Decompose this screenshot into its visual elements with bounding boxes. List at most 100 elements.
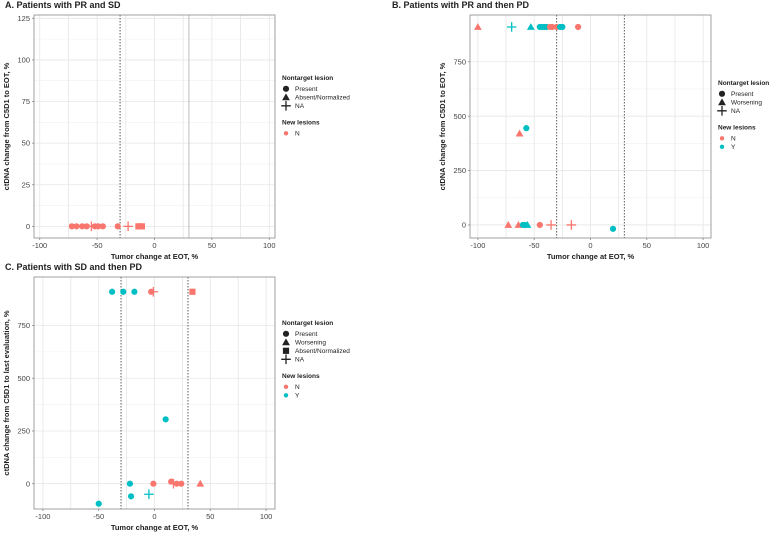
data-point xyxy=(79,223,86,230)
data-point xyxy=(504,221,513,228)
data-point xyxy=(131,288,138,295)
x-tick-label: 100 xyxy=(260,512,273,521)
legend-label: N xyxy=(731,136,736,143)
data-point xyxy=(73,223,80,230)
y-axis-label: ctDNA change from C5D1 to EOT, % xyxy=(2,62,11,190)
data-point xyxy=(123,221,133,232)
data-point xyxy=(523,221,532,228)
data-point xyxy=(150,480,157,487)
legend-label: Absent/Normalized xyxy=(295,95,350,102)
y-tick-label: 25 xyxy=(22,180,30,189)
legend: Nontarget lesion Present WorseningAbsent/N… xyxy=(281,320,350,400)
y-tick-label: 125 xyxy=(17,14,30,23)
y-axis-label: ctDNA change from C5D1 to last evaluatio… xyxy=(2,310,11,476)
data-point xyxy=(120,288,127,295)
x-axis-label: Tumor change at EOT, % xyxy=(111,252,199,261)
legend-title-nontarget: Nontarget lesion xyxy=(282,320,333,327)
data-point xyxy=(536,221,543,229)
data-point xyxy=(99,223,106,230)
legend-label: NA xyxy=(295,357,305,364)
x-tick-label: -50 xyxy=(529,241,540,250)
y-tick-label: 250 xyxy=(17,427,30,436)
y-tick-label: 100 xyxy=(17,56,30,65)
x-tick-label: 100 xyxy=(263,241,276,250)
data-point xyxy=(68,223,75,230)
x-axis-label: Tumor change at EOT, % xyxy=(547,252,635,261)
panel-title: C. Patients with SD and then PD xyxy=(5,262,143,272)
data-point xyxy=(549,23,556,31)
legend-label: N xyxy=(295,384,300,391)
data-point xyxy=(609,225,617,232)
legend-title-nontarget: Nontarget lesion xyxy=(282,75,333,82)
legend-key-color xyxy=(283,131,289,136)
legend-label: Y xyxy=(731,144,736,151)
panel-c: C. Patients with SD and then PD -100 -50 0 5… xyxy=(2,262,350,532)
data-point xyxy=(189,288,196,295)
legend: Nontarget lesion Present Absent/Normalized… xyxy=(281,75,350,138)
y-tick-label: 0 xyxy=(26,222,30,231)
legend-label: Y xyxy=(295,393,300,400)
legend-label: Worsening xyxy=(731,100,762,107)
x-tick-label: -50 xyxy=(93,512,104,521)
y-tick-label: 500 xyxy=(453,112,466,121)
data-point xyxy=(95,223,102,230)
data-point xyxy=(196,479,205,487)
legend-key-color xyxy=(719,144,725,149)
panel-title: B. Patients with PR and then PD xyxy=(392,0,530,10)
data-point xyxy=(575,23,582,31)
legend-label: NA xyxy=(295,103,305,110)
legend-key-square xyxy=(282,347,290,354)
legend-key-circle xyxy=(282,330,290,337)
panel-title: A. Patients with PR and SD xyxy=(5,0,121,10)
y-tick-label: 0 xyxy=(26,479,30,488)
x-tick-label: -100 xyxy=(470,241,485,250)
data-point xyxy=(526,23,535,30)
x-tick-label: 100 xyxy=(697,241,710,250)
legend-key-plus xyxy=(281,354,291,365)
data-point xyxy=(515,129,524,137)
y-tick-label: 750 xyxy=(17,321,30,330)
x-tick-label: -50 xyxy=(92,241,103,250)
x-tick-label: 0 xyxy=(152,512,156,521)
panel-a: A. Patients with PR and SD -100 -50 0 50 100 0… xyxy=(2,0,350,261)
data-point xyxy=(566,220,577,230)
data-point xyxy=(559,23,566,31)
legend-key-color xyxy=(719,136,725,141)
data-point xyxy=(126,480,134,487)
y-tick-label: 50 xyxy=(22,139,30,148)
y-tick-label: 250 xyxy=(453,166,466,175)
legend-label: Worsening xyxy=(295,340,326,347)
data-point xyxy=(114,223,121,230)
data-point xyxy=(138,223,145,230)
legend-label: N xyxy=(295,131,300,138)
x-tick-label: 0 xyxy=(152,241,156,250)
legend-key-color xyxy=(283,384,289,389)
y-tick-label: 500 xyxy=(17,374,30,383)
y-tick-label: 750 xyxy=(453,57,466,66)
legend-key-circle xyxy=(718,90,726,97)
data-point xyxy=(148,286,159,297)
x-tick-label: 0 xyxy=(588,241,592,250)
legend-key-circle xyxy=(282,85,290,92)
data-point xyxy=(523,125,530,132)
data-point xyxy=(506,22,517,32)
data-point xyxy=(127,493,135,500)
data-point xyxy=(173,480,180,487)
legend-label: NA xyxy=(731,108,741,115)
y-axis-label: ctDNA change from C5D1 to EOT, % xyxy=(438,62,447,190)
legend-label: Present xyxy=(731,91,754,98)
legend-key-color xyxy=(283,393,289,398)
panel-b: B. Patients with PR and then PD -100 -50 0 5… xyxy=(392,0,769,261)
data-point xyxy=(178,480,185,487)
legend-label: Present xyxy=(295,86,318,93)
legend-key-triangle xyxy=(282,338,290,346)
data-point xyxy=(473,23,482,30)
y-tick-label: 0 xyxy=(462,221,466,230)
legend-key-plus xyxy=(281,101,291,111)
x-axis-label: Tumor change at EOT, % xyxy=(111,523,199,532)
y-tick-label: 75 xyxy=(22,97,30,106)
legend-title-new-lesions: New lesions xyxy=(282,373,320,380)
data-point xyxy=(109,288,116,295)
data-point xyxy=(95,500,102,507)
